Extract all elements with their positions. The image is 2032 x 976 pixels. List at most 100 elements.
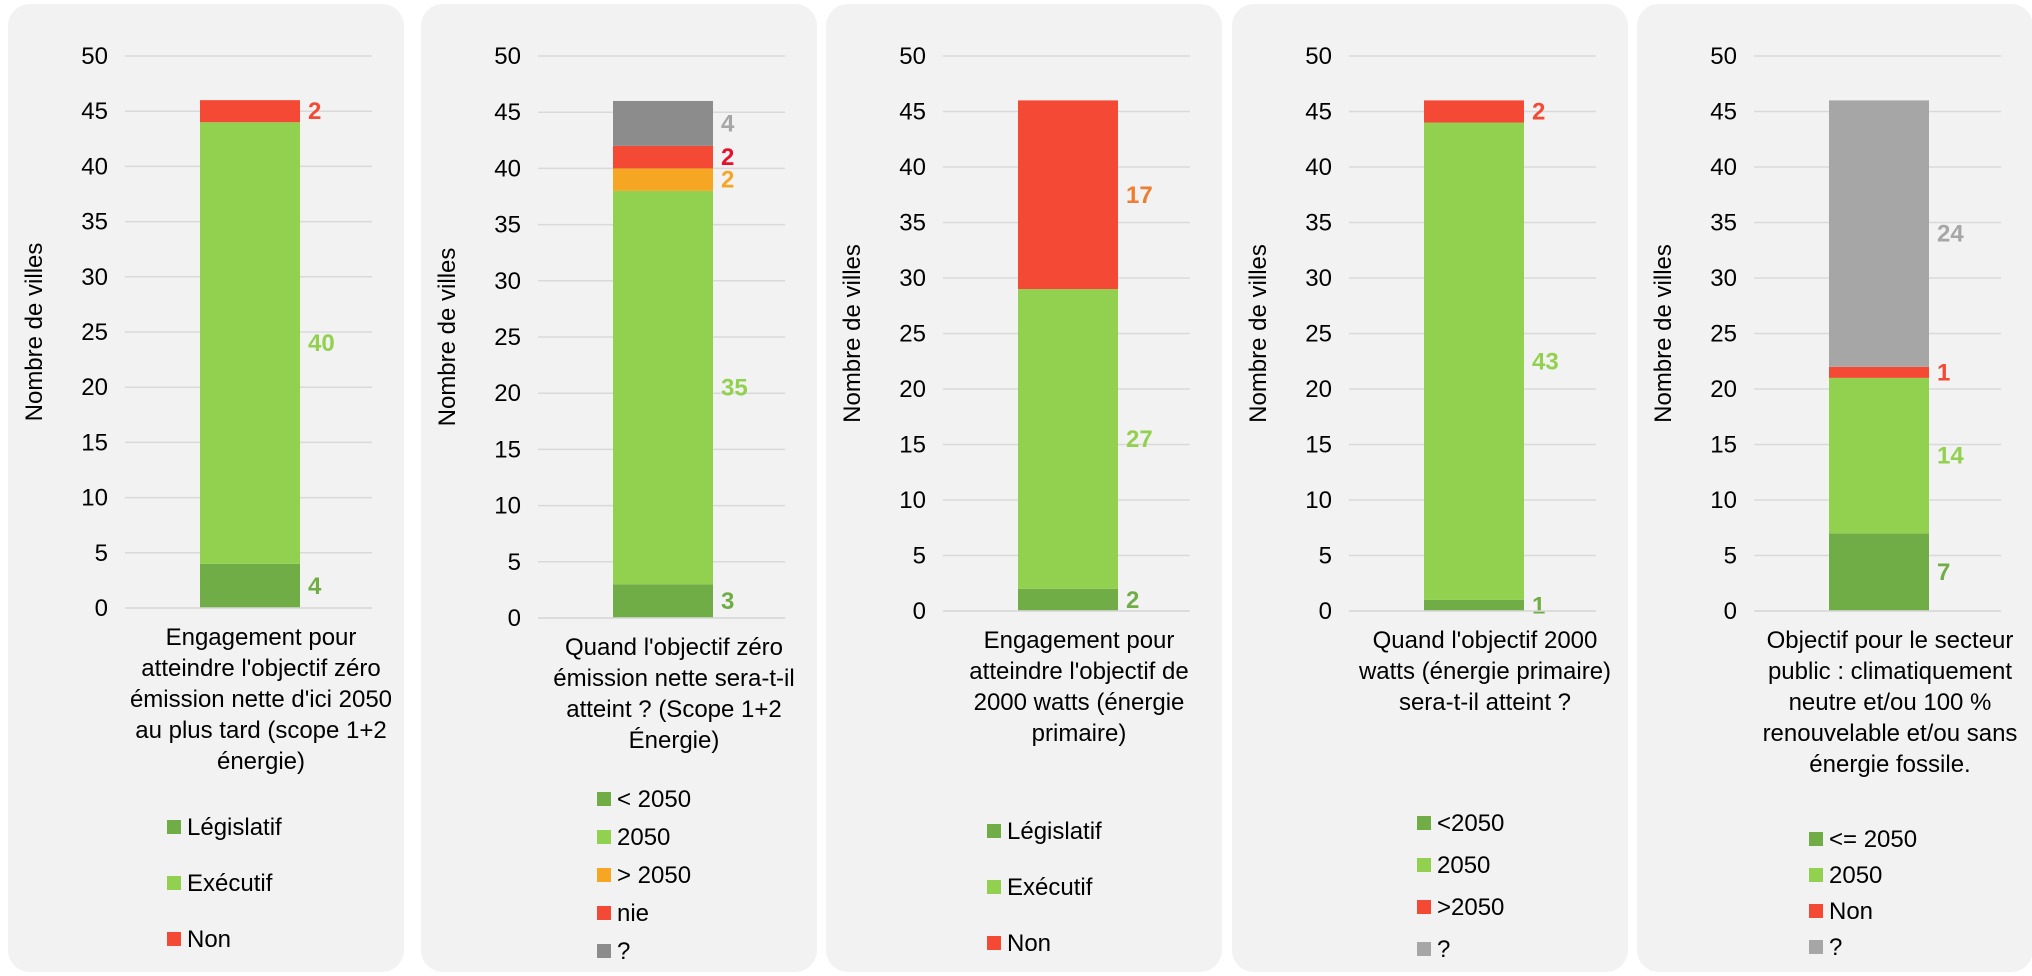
legend-item: > 2050 <box>597 862 691 890</box>
y-tick-label: 35 <box>494 212 521 239</box>
legend-label: Exécutif <box>1007 874 1093 901</box>
y-tick-label: 30 <box>494 268 521 295</box>
chart-svg: 0 5 10 15 20 25 30 35 40 45 50 Nombre de villes 2 27 1… <box>839 43 1190 625</box>
bar-segment <box>1018 100 1118 290</box>
legend-item: Non <box>987 930 1051 958</box>
legend-item: ? <box>1417 936 1450 964</box>
data-label: 3 <box>721 588 734 615</box>
legend-label: ? <box>1437 936 1451 963</box>
legend-label: Législatif <box>187 814 282 841</box>
legend-item: nie <box>597 900 649 928</box>
bar-segment <box>1424 122 1524 600</box>
data-label: 27 <box>1126 426 1153 453</box>
legend-swatch <box>1417 816 1431 830</box>
bar-segment <box>1829 100 1929 367</box>
y-axis-label: Nombre de villes <box>21 243 48 422</box>
legend-label: Non <box>1007 930 1052 957</box>
y-tick-label: 45 <box>81 98 108 125</box>
y-tick-label: 25 <box>1710 321 1737 348</box>
y-axis-label: Nombre de villes <box>1650 244 1677 423</box>
legend-label: <2050 <box>1437 810 1505 837</box>
legend-item: Non <box>167 926 231 954</box>
legend-swatch <box>1809 904 1823 918</box>
data-label: 24 <box>1937 221 1964 248</box>
y-tick-label: 15 <box>1710 432 1737 459</box>
y-tick-label: 35 <box>81 209 108 236</box>
legend-swatch <box>167 876 181 890</box>
legend-label: Exécutif <box>187 870 273 897</box>
chart-panel-4: 0 5 10 15 20 25 30 35 40 45 50 Nombre de villes 1 43 2… <box>1232 4 1628 972</box>
legend-swatch <box>597 830 611 844</box>
data-label: 4 <box>721 110 735 137</box>
data-label: 1 <box>1937 359 1950 386</box>
bar-segment <box>613 100 713 146</box>
y-tick-label: 5 <box>913 543 926 570</box>
y-tick-label: 20 <box>1305 376 1332 403</box>
legend-label: >2050 <box>1437 894 1505 921</box>
legend-swatch <box>987 880 1001 894</box>
y-tick-label: 40 <box>81 153 108 180</box>
x-category-label: Quand l'objectif 2000 watts (énergie pri… <box>1358 627 1612 716</box>
legend-label: > 2050 <box>617 862 692 889</box>
legend-swatch <box>167 820 181 834</box>
y-tick-label: 45 <box>494 99 521 126</box>
y-axis-label: Nombre de villes <box>1245 244 1272 423</box>
data-label: 2 <box>1126 587 1139 614</box>
y-tick-label: 15 <box>81 429 108 456</box>
legend-label: <= 2050 <box>1829 826 1918 853</box>
y-tick-label: 10 <box>899 487 926 514</box>
legend-item: Exécutif <box>987 874 1092 902</box>
y-tick-label: 25 <box>1305 321 1332 348</box>
chart-panel-2: 0 5 10 15 20 25 30 35 40 45 50 Nombre de villes 3 35 2… <box>421 4 817 972</box>
legend-item: ? <box>597 938 630 966</box>
legend-item: 2050 <box>597 824 670 852</box>
data-label: 2 <box>721 167 734 194</box>
x-category-label: Engagement pour atteindre l'objectif de … <box>969 627 1189 747</box>
bar-segment <box>200 100 300 123</box>
legend-item: <2050 <box>1417 810 1504 838</box>
y-tick-label: 45 <box>899 99 926 126</box>
data-label: 2 <box>1532 99 1545 126</box>
legend-swatch <box>597 792 611 806</box>
legend-label: Non <box>187 926 232 953</box>
y-tick-label: 10 <box>494 493 521 520</box>
chart-panel-3: 0 5 10 15 20 25 30 35 40 45 50 Nombre de villes 2 27 1… <box>826 4 1222 972</box>
bar-segment <box>1829 377 1929 534</box>
y-tick-label: 30 <box>1710 265 1737 292</box>
y-tick-label: 20 <box>899 376 926 403</box>
y-tick-label: 40 <box>899 154 926 181</box>
y-tick-label: 25 <box>899 321 926 348</box>
legend-swatch <box>1417 942 1431 956</box>
chart-panel-1: 0 5 10 15 20 25 30 35 40 45 50 Nombre de villes 4 40 2… <box>8 4 404 972</box>
y-tick-label: 20 <box>494 380 521 407</box>
legend-label: Non <box>1829 898 1874 925</box>
bar-segment <box>1018 289 1118 589</box>
y-tick-label: 10 <box>81 485 108 512</box>
bar-segment <box>613 168 713 191</box>
y-axis-label: Nombre de villes <box>839 244 866 423</box>
legend-swatch <box>1809 832 1823 846</box>
bar-segment <box>1829 366 1929 378</box>
legend-swatch <box>1809 868 1823 882</box>
data-label: 1 <box>1532 592 1545 619</box>
y-tick-label: 50 <box>1710 43 1737 70</box>
legend-label: 2050 <box>617 824 671 851</box>
legend-item: <= 2050 <box>1809 826 1917 854</box>
y-tick-label: 50 <box>899 43 926 70</box>
legend-swatch <box>597 944 611 958</box>
y-tick-label: 40 <box>494 155 521 182</box>
y-tick-label: 35 <box>1305 210 1332 237</box>
bar-segment <box>1829 533 1929 611</box>
y-tick-label: 45 <box>1710 99 1737 126</box>
legend-item: Législatif <box>167 814 282 842</box>
y-tick-label: 40 <box>1710 154 1737 181</box>
bar-segment <box>613 145 713 169</box>
y-tick-label: 15 <box>899 432 926 459</box>
legend-swatch <box>987 936 1001 950</box>
data-label: 7 <box>1937 559 1950 586</box>
legend-swatch <box>1809 940 1823 954</box>
y-tick-label: 50 <box>494 43 521 70</box>
data-label: 2 <box>721 144 734 171</box>
bar-segment <box>613 190 713 585</box>
y-tick-label: 5 <box>1724 543 1737 570</box>
